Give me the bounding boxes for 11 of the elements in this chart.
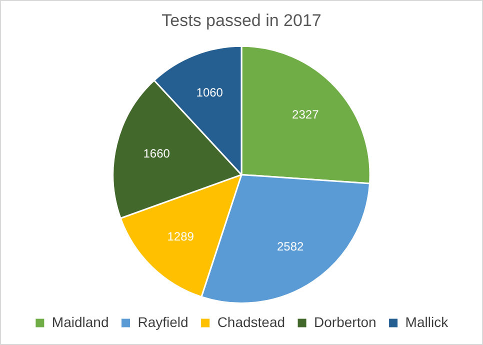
legend-label: Maidland <box>52 314 109 330</box>
legend-label: Dorberton <box>314 314 376 330</box>
legend-label: Chadstead <box>217 314 286 330</box>
data-label: 1289 <box>167 230 194 244</box>
chart-title: Tests passed in 2017 <box>162 10 322 30</box>
legend-label: Rayfield <box>138 314 188 330</box>
data-label: 1060 <box>196 86 224 100</box>
legend-label: Mallick <box>405 314 450 330</box>
data-label: 1660 <box>143 146 170 160</box>
data-label: 2582 <box>276 240 304 254</box>
data-label: 2327 <box>292 107 320 122</box>
